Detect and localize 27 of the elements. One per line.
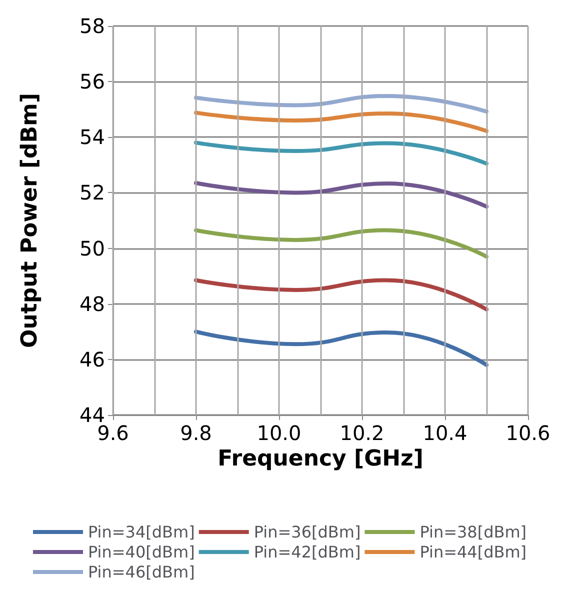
y-tick-label: 54 (80, 125, 105, 150)
line-series (194, 110, 488, 134)
y-tick-label: 46 (80, 347, 105, 372)
legend-label: Pin=46[dBm] (88, 562, 195, 582)
legend-label: Pin=34[dBm] (88, 522, 195, 542)
y-axis-title: Output Power [dBm] (18, 92, 42, 348)
x-tick-label: 10.2 (340, 421, 384, 445)
y-tick-label: 50 (80, 236, 105, 260)
legend-label: Pin=44[dBm] (420, 542, 527, 562)
line-series (194, 94, 488, 114)
legend-label: Pin=38[dBm] (420, 522, 527, 542)
line-series (194, 180, 488, 209)
line-series (194, 140, 488, 166)
legend-label: Pin=36[dBm] (254, 522, 361, 542)
legend-label: Pin=42[dBm] (254, 542, 361, 562)
y-tick-label: 48 (80, 292, 105, 316)
x-tick-label: 10.0 (256, 421, 302, 445)
legend-label: Pin=40[dBm] (88, 542, 195, 562)
line-series (194, 330, 488, 367)
x-tick-label: 9.8 (180, 421, 212, 445)
y-tick-label: 56 (80, 70, 105, 94)
x-tick-label: 9.6 (97, 421, 129, 445)
x-tick-label: 10.4 (422, 421, 468, 445)
y-tick-label: 52 (80, 180, 105, 205)
y-tick-label: 58 (80, 14, 105, 38)
x-axis-title: Frequency [GHz] (218, 446, 424, 472)
x-tick-label: 10.6 (506, 421, 550, 445)
